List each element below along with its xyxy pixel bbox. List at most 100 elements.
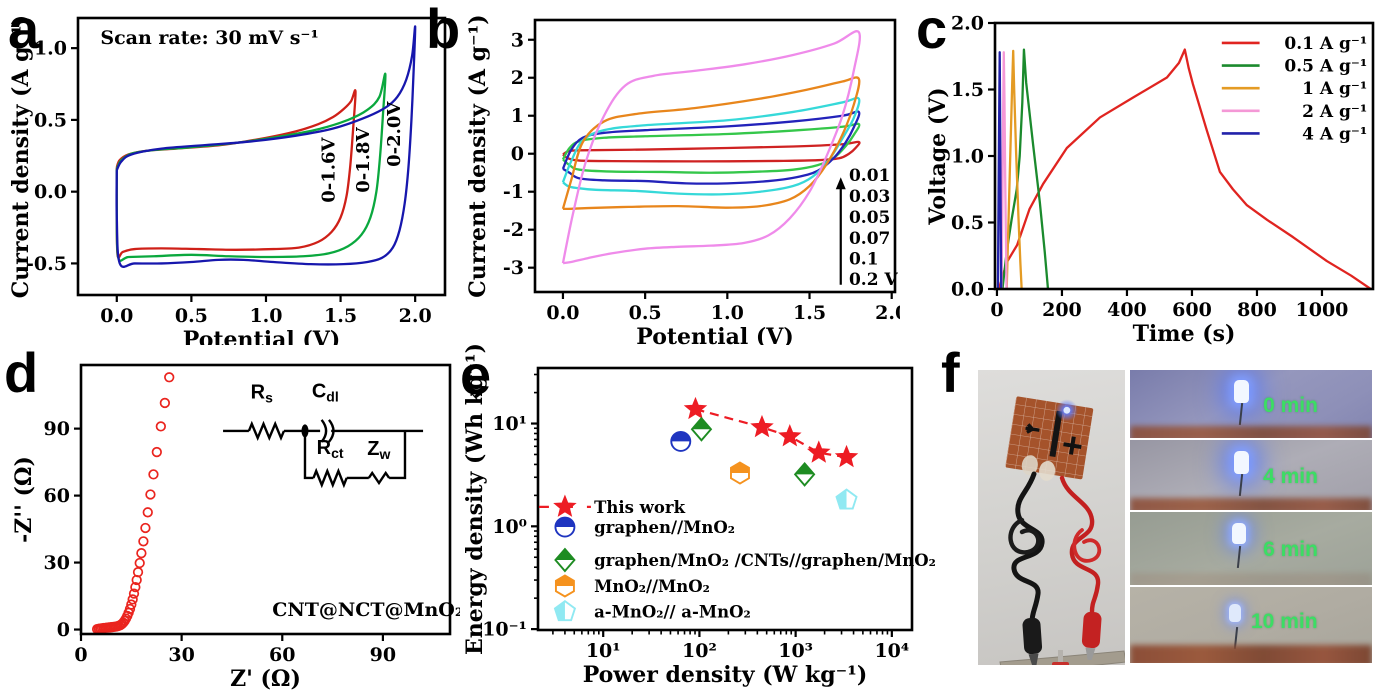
marker-circle-open bbox=[148, 469, 159, 480]
axes: 0 200 400 600 800 1000 2.0 1.5 1.0 0.5 0.0 bbox=[951, 13, 1348, 322]
x-tick-label: 30 bbox=[168, 644, 194, 666]
panel-letter-b: b bbox=[426, 0, 461, 60]
plot-border bbox=[79, 363, 452, 636]
red-wire bbox=[1059, 475, 1101, 615]
marker-circle-open bbox=[138, 536, 149, 547]
capacitor-left bbox=[1021, 455, 1038, 476]
series-line bbox=[1005, 49, 1023, 289]
marker-circle-open bbox=[140, 522, 151, 534]
panel-letter-a: a bbox=[8, 0, 40, 60]
series-line bbox=[115, 72, 387, 262]
x-tick-label: 600 bbox=[1172, 299, 1212, 321]
plot-border bbox=[533, 18, 897, 294]
background-bricks bbox=[1130, 498, 1372, 510]
marker-halfpent bbox=[835, 488, 858, 510]
marker-star bbox=[778, 424, 802, 447]
annotation-text: 0.03 bbox=[849, 187, 890, 207]
led-frame-0min: 0 min bbox=[1130, 370, 1372, 438]
y-axis-label: -Z'' (Ω) bbox=[11, 456, 37, 543]
panel-letter-f: f bbox=[941, 341, 960, 404]
x-tick-label: 1.0 bbox=[711, 302, 744, 324]
y-tick-label: 60 bbox=[44, 485, 70, 507]
legend-label: 4 A g⁻¹ bbox=[1302, 124, 1367, 144]
marker-circle-open bbox=[130, 581, 141, 593]
series-line bbox=[996, 51, 1003, 289]
y-axis-label: Current density (A g⁻¹) bbox=[8, 15, 34, 298]
time-label: 0 min bbox=[1263, 394, 1318, 418]
red-alligator-clip bbox=[1081, 611, 1102, 661]
panel-c-gcd-chart: 0 200 400 600 800 1000 2.0 1.5 1.0 0.5 0.0 Time (s)… bbox=[900, 0, 1378, 349]
y-tick-label: 0.0 bbox=[34, 181, 67, 203]
y-tick-label: 0.5 bbox=[951, 212, 984, 234]
time-label: 4 min bbox=[1263, 465, 1318, 489]
board-component bbox=[1049, 410, 1063, 458]
panel-a-cv-window-chart: 0.0 0.5 1.0 1.5 2.0 1.0 0.5 0.0 -0.5 Potential (V… bbox=[0, 0, 460, 353]
x-tick-label: 0.0 bbox=[546, 302, 579, 324]
panel-letter-d: d bbox=[4, 341, 39, 404]
chart-svg-a: 0.0 0.5 1.0 1.5 2.0 1.0 0.5 0.0 -0.5 Potential (V… bbox=[8, 15, 447, 353]
x-tick-label: 0.0 bbox=[100, 305, 133, 327]
legend: 0.1 A g⁻¹ 0.5 A g⁻¹1 A g⁻¹ 2 A g⁻¹4 A g⁻¹ bbox=[1221, 34, 1367, 144]
panel-letter-c: c bbox=[916, 0, 948, 60]
legend-label: 1 A g⁻¹ bbox=[1302, 79, 1367, 99]
x-axis-label: Power density (W kg⁻¹) bbox=[583, 662, 868, 688]
series-line bbox=[997, 48, 1372, 289]
y-axis-label: Voltage (V) bbox=[925, 87, 951, 225]
marker-circle-open bbox=[151, 446, 162, 458]
annotation-text: 0-1.6V bbox=[319, 136, 340, 202]
x-tick-label: 1.5 bbox=[324, 305, 357, 327]
y-tick-label: 0 bbox=[57, 619, 70, 641]
x-tick-label: 400 bbox=[1107, 299, 1147, 321]
led-frame-10min: 10 min bbox=[1130, 587, 1372, 663]
led-frame-4min: 4 min bbox=[1130, 440, 1372, 510]
panel-f-led-demo: 0 min 4 min 6 min 10 min bbox=[940, 345, 1378, 697]
marker-halfhex bbox=[730, 461, 750, 485]
x-axis-label: Potential (V) bbox=[636, 324, 793, 345]
series-line bbox=[561, 122, 861, 174]
series-layer bbox=[561, 30, 861, 265]
x-tick-label: 10³ bbox=[778, 640, 813, 662]
led-light bbox=[1234, 451, 1250, 475]
red-connector bbox=[1052, 662, 1069, 665]
led-light bbox=[1231, 522, 1246, 544]
annotation-text: 0.07 bbox=[849, 229, 890, 249]
y-tick-label: -2 bbox=[503, 219, 524, 241]
y-tick-label: 10⁻¹ bbox=[482, 619, 527, 641]
y-tick-label: 1 bbox=[511, 105, 524, 127]
y-axis-label: Energy density (Wh kg⁻¹) bbox=[462, 345, 488, 655]
marker-star bbox=[834, 444, 859, 468]
led-chip bbox=[1063, 406, 1071, 414]
arrow-head bbox=[835, 177, 846, 190]
panel-letter-e: e bbox=[460, 343, 492, 406]
x-axis-label: Potential (V) bbox=[183, 327, 340, 345]
marker-star bbox=[807, 440, 831, 463]
x-tick-label: 1.0 bbox=[249, 305, 282, 327]
marker-circle-open bbox=[134, 557, 145, 569]
marker-circle-open bbox=[155, 421, 166, 432]
series-line bbox=[1000, 51, 1008, 289]
panel-d-nyquist-chart: 0 30 60 90 90 60 30 0 Z' (Ω) -Z'' (Ω) CNT@NCT@MnO₂… bbox=[0, 345, 463, 697]
marker-halfdiamond bbox=[690, 416, 713, 442]
axes: 0.0 0.5 1.0 1.5 2.0 3 2 1 0 -1 -2 -3 bbox=[503, 29, 908, 324]
annotation-text: 0-2.0V bbox=[384, 101, 405, 167]
marker-star bbox=[750, 414, 774, 438]
marker-circle-open bbox=[127, 594, 138, 605]
red-wire-loop bbox=[1072, 528, 1102, 563]
annotation-text: 0-1.8V bbox=[353, 126, 374, 192]
legend-label: 2 A g⁻¹ bbox=[1302, 102, 1367, 122]
minus-mark bbox=[1025, 423, 1040, 434]
x-axis-label: Z' (Ω) bbox=[230, 666, 301, 692]
marker-halfpent bbox=[553, 599, 577, 622]
annotation-text: CNT@NCT@MnO₂ bbox=[272, 599, 460, 621]
legend-label: MnO₂//MnO₂ bbox=[594, 577, 710, 596]
y-tick-label: 10¹ bbox=[492, 413, 527, 435]
series-layer bbox=[670, 396, 859, 510]
circuit-element-label: Rs bbox=[251, 382, 273, 406]
x-tick-label: 10² bbox=[682, 640, 717, 662]
x-tick-label: 800 bbox=[1237, 299, 1277, 321]
chart-svg-e: 10¹ 10² 10³ 10⁴ 10¹ 10⁰ 10⁻¹ Power density (W k… bbox=[462, 343, 996, 688]
y-tick-label: 2 bbox=[511, 67, 524, 89]
series-line bbox=[561, 76, 861, 211]
y-tick-label: 0.5 bbox=[34, 109, 67, 131]
legend-label: This work bbox=[594, 498, 685, 517]
